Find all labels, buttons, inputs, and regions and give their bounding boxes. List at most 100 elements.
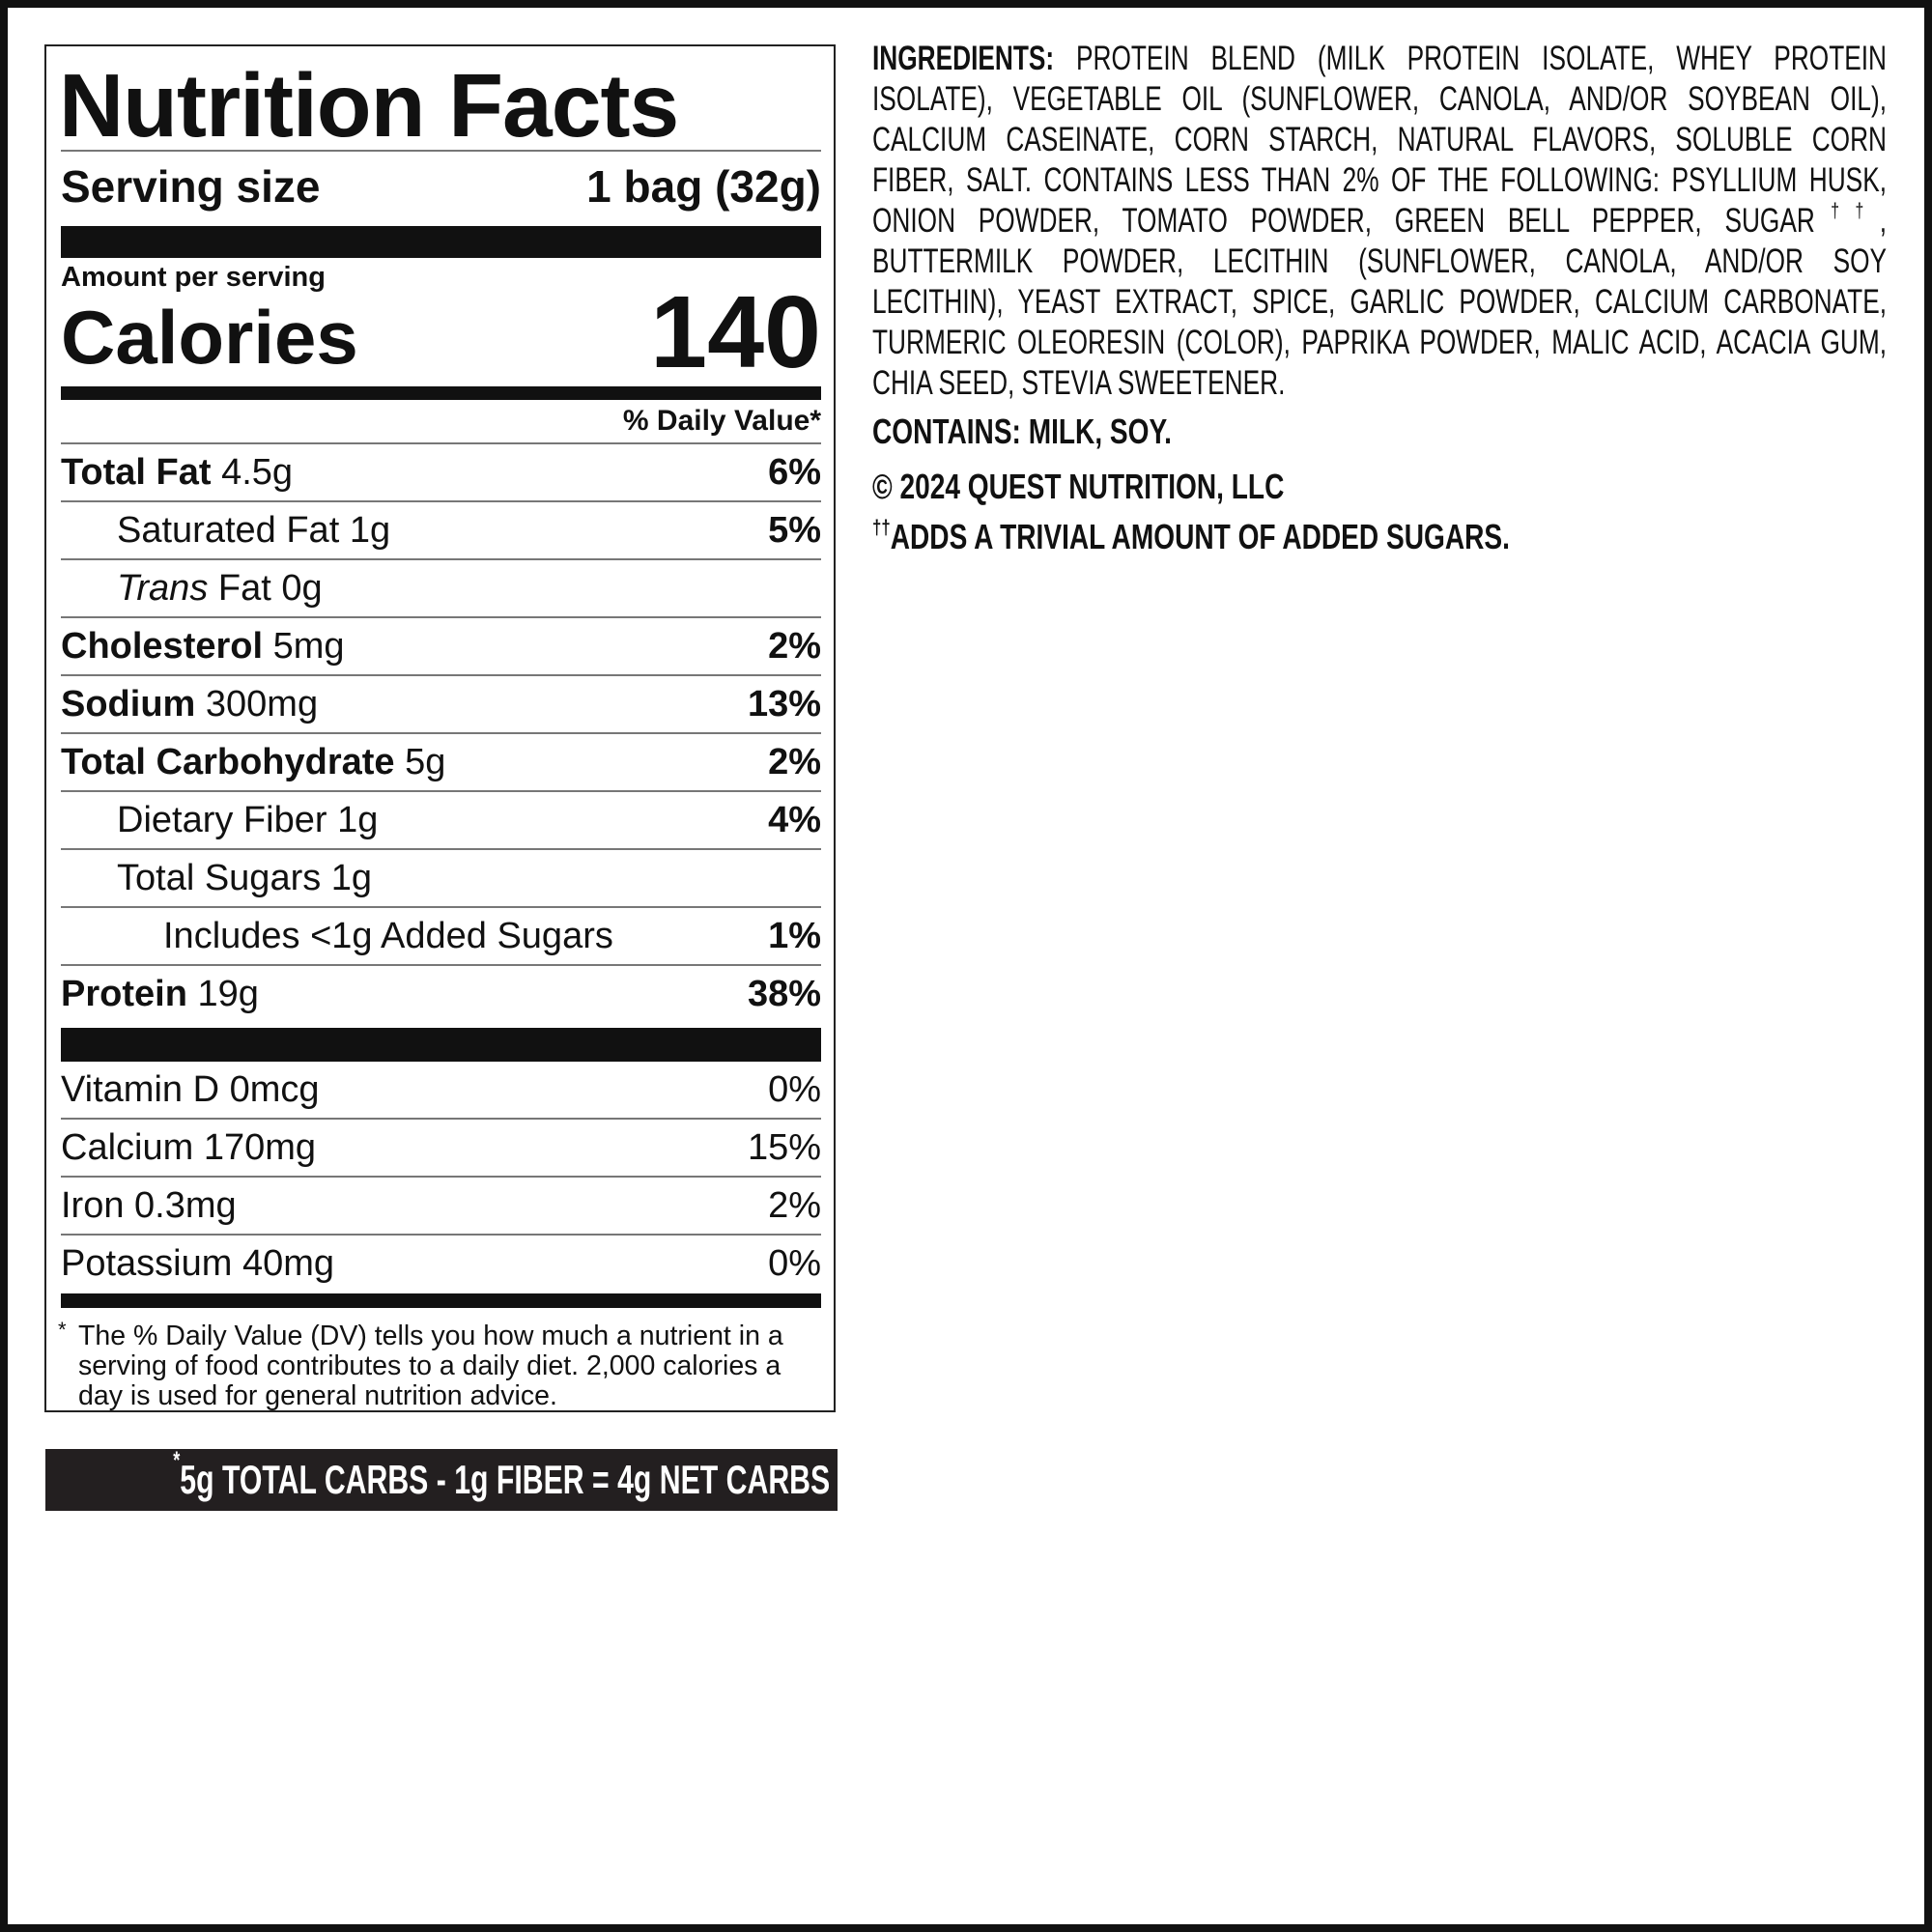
dv-header: % Daily Value* [622,405,821,437]
vitamin-label: Potassium 40mg [61,1236,334,1292]
nutrient-label: Total Carbohydrate 5g [61,734,445,790]
vitamin-amount: 170mg [203,1127,317,1168]
amount-per-serving: Amount per serving [61,262,326,293]
sugar-note-text: ADDS A TRIVIAL AMOUNT OF ADDED SUGARS. [890,517,1510,556]
nutrient-row: Dietary Fiber 1g 4% [61,792,821,850]
nutrient-label: Total Sugars 1g [117,850,372,906]
net-carbs-mark: * [173,1447,181,1474]
vitamin-dv: 0% [768,1069,821,1110]
vitamin-name: Iron [61,1185,125,1226]
net-carbs-banner: *5g TOTAL CARBS - 1g FIBER = 4g NET CARB… [45,1447,838,1511]
nutrient-dv: 13% [747,684,821,724]
nutrient-dv: 4% [768,800,821,840]
nutrient-italic: Trans [117,568,209,609]
nutrient-row: Total Carbohydrate 5g 2% [61,734,821,792]
vitamin-name: Vitamin D [61,1069,220,1110]
ingredients-label: INGREDIENTS: [872,40,1055,77]
calories-label: Calories [61,295,358,380]
nutrient-amount: 5g [405,742,446,782]
vitamin-amount: 40mg [242,1243,335,1284]
footnote: The % Daily Value (DV) tells you how muc… [78,1321,783,1411]
vitamin-name: Calcium [61,1127,194,1168]
serving-value: 1 bag (32g) [586,161,821,212]
nutrient-dv: 2% [768,742,821,782]
footnote-mark: * [58,1318,67,1342]
nutrient-amount: 0g [281,568,323,609]
vitamin-row: Vitamin D 0mcg 0% [61,1062,821,1120]
sugar-note: ††ADDS A TRIVIAL AMOUNT OF ADDED SUGARS. [872,517,1510,557]
nutrient-dv: 6% [768,452,821,493]
vitamin-label: Vitamin D 0mcg [61,1062,320,1118]
serving-label: Serving size [61,161,321,212]
rule [61,1293,821,1308]
vitamin-name: Potassium [61,1243,233,1284]
contains: CONTAINS: MILK, SOY. [872,412,1172,451]
vitamin-label: Iron 0.3mg [61,1178,237,1234]
rule [61,150,821,152]
nutrient-amount: 4.5g [221,452,294,493]
nutrient-row: Sodium 300mg 13% [61,676,821,734]
nutrient-name: Cholesterol [61,626,264,667]
nutrient-dv: 5% [768,510,821,551]
vitamin-dv: 2% [768,1185,821,1226]
thick-rule [61,226,821,258]
nutrient-label: Trans Fat 0g [117,560,323,616]
nutrient-row: Protein 19g 38% [61,966,821,1024]
nutrient-dv: 38% [747,974,821,1014]
nutrient-label: Cholesterol 5mg [61,618,345,674]
nutrient-name: Includes <1g Added Sugars [163,916,613,956]
nutrient-amount: 1g [330,858,373,898]
nutrient-name: Protein [61,974,187,1014]
nutrient-amount: 300mg [205,684,319,724]
nutrient-name: Sodium [61,684,196,724]
vitamin-amount: 0mcg [229,1069,320,1110]
vitamin-amount: 0.3mg [134,1185,237,1226]
ingredients-text: , BUTTERMILK POWDER, LECITHIN (SUNFLOWER… [872,202,1887,402]
ingredients: INGREDIENTS: PROTEIN BLEND (MILK PROTEIN… [872,39,1887,404]
thick-rule [61,1028,821,1062]
nutrient-name: Dietary Fiber [117,800,327,840]
nutrient-amount: 5mg [272,626,345,667]
sugar-note-mark: †† [872,515,891,539]
nutrition-label: Nutrition Facts Serving size 1 bag (32g)… [44,44,836,1412]
nutrient-row: Cholesterol 5mg 2% [61,618,821,676]
copyright: © 2024 QUEST NUTRITION, LLC [872,467,1285,506]
title: Nutrition Facts [59,55,679,156]
vitamin-row: Iron 0.3mg 2% [61,1178,821,1236]
nutrient-label: Includes <1g Added Sugars [163,908,613,964]
nutrient-row: Total Fat 4.5g 6% [61,444,821,502]
nutrient-name: Fat [217,568,271,609]
ingredients-mark: †† [1814,200,1880,222]
nutrient-row: Includes <1g Added Sugars 1% [61,908,821,966]
nutrient-amount: 19g [197,974,259,1014]
rule [61,386,821,400]
vitamin-dv: 0% [768,1243,821,1284]
nutrient-name: Saturated Fat [117,510,340,551]
nutrient-amount: 1g [349,510,391,551]
nutrient-label: Dietary Fiber 1g [117,792,378,848]
vitamin-row: Calcium 170mg 15% [61,1120,821,1178]
ingredients-text: PROTEIN BLEND (MILK PROTEIN ISOLATE, WHE… [872,40,1887,240]
vitamin-row: Potassium 40mg 0% [61,1236,821,1293]
nutrient-label: Sodium 300mg [61,676,318,732]
nutrient-dv: 1% [768,916,821,956]
nutrient-name: Total Sugars [117,858,322,898]
nutrient-row: Saturated Fat 1g 5% [61,502,821,560]
net-carbs-text: 5g TOTAL CARBS - 1g FIBER = 4g NET CARBS [180,1457,831,1502]
vitamin-label: Calcium 170mg [61,1120,316,1176]
vitamin-dv: 15% [747,1127,821,1168]
nutrient-row: Trans Fat 0g [61,560,821,618]
nutrient-label: Protein 19g [61,966,259,1022]
net-carbs: *5g TOTAL CARBS - 1g FIBER = 4g NET CARB… [173,1447,831,1511]
nutrient-label: Total Fat 4.5g [61,444,293,500]
nutrient-amount: 1g [337,800,379,840]
nutrient-name: Total Fat [61,452,212,493]
nutrient-label: Saturated Fat 1g [117,502,390,558]
nutrient-name: Total Carbohydrate [61,742,395,782]
calories-value: 140 [650,275,821,389]
nutrient-dv: 2% [768,626,821,667]
rule [61,442,821,444]
nutrient-row: Total Sugars 1g [61,850,821,908]
